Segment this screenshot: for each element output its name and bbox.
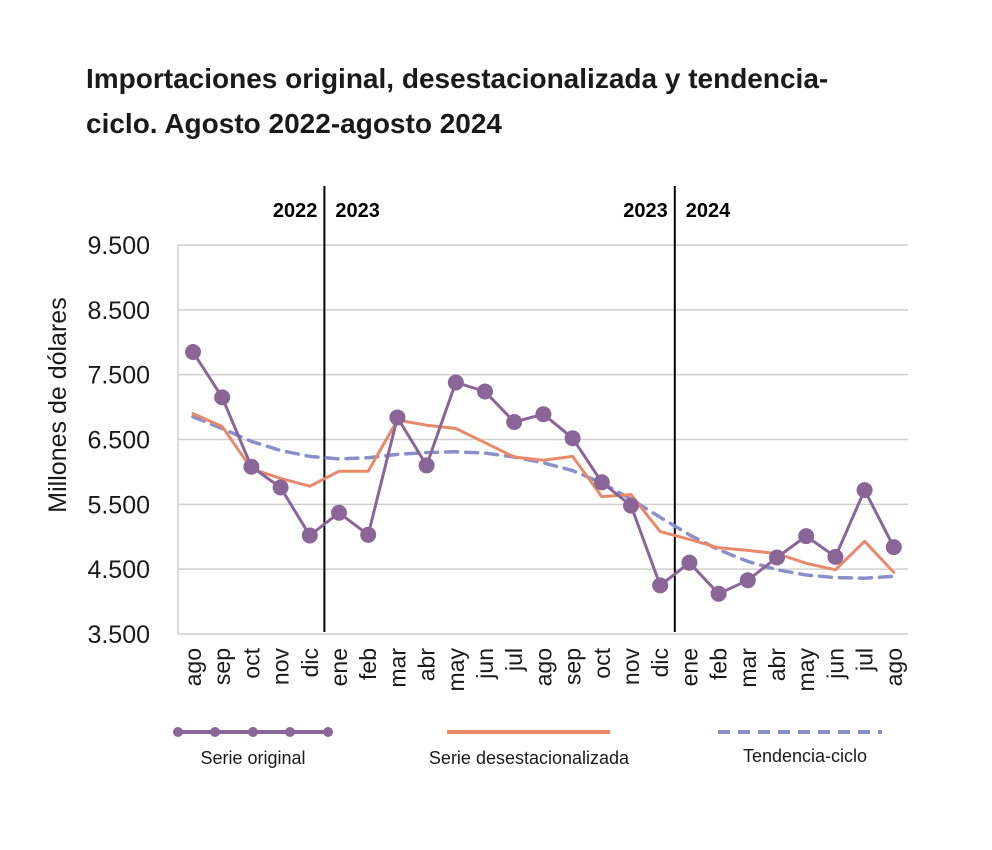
x-tick-label: feb <box>355 648 381 680</box>
year-label-right: 2024 <box>686 200 731 222</box>
data-point <box>535 406 552 423</box>
year-label-left: 2023 <box>623 200 668 222</box>
x-tick-label: sep <box>560 648 586 685</box>
x-tick-label: sep <box>209 648 235 685</box>
data-point <box>856 482 873 499</box>
x-axis: ago sep oct nov dic ene feb mar abr may jun jul ago s… <box>180 647 907 691</box>
data-point <box>331 504 347 521</box>
year-label-left: 2022 <box>273 200 318 222</box>
data-point <box>447 374 464 391</box>
x-tick-label: ago <box>881 648 907 686</box>
data-point <box>885 539 902 556</box>
y-tick-label: 3.500 <box>87 621 150 649</box>
legend-marker <box>248 727 258 737</box>
y-tick-label: 8.500 <box>87 297 150 325</box>
x-tick-label: jun <box>472 648 498 680</box>
x-tick-label: jul <box>852 648 878 672</box>
data-point <box>652 577 669 594</box>
y-tick-label: 5.500 <box>87 491 150 519</box>
x-tick-label: mar <box>384 648 410 688</box>
series-line-2 <box>191 415 896 580</box>
data-point <box>272 479 289 496</box>
series-lines <box>185 343 902 602</box>
y-tick-label: 6.500 <box>87 427 150 455</box>
data-point <box>623 497 639 514</box>
data-point <box>593 474 610 491</box>
data-point <box>214 389 231 406</box>
x-tick-label: feb <box>706 648 732 680</box>
data-point <box>185 343 201 360</box>
x-tick-label: dic <box>647 648 673 677</box>
x-tick-label: oct <box>238 647 264 678</box>
data-point <box>477 383 493 400</box>
x-tick-label: ago <box>180 648 206 686</box>
data-point <box>418 457 435 474</box>
gridlines <box>177 244 908 635</box>
x-tick-label: dic <box>297 648 323 677</box>
legend-marker <box>285 727 295 737</box>
y-tick-label: 7.500 <box>87 362 150 390</box>
data-point <box>710 585 727 602</box>
legend-marker <box>210 727 220 737</box>
x-tick-label: may <box>443 648 469 692</box>
data-point <box>769 549 785 566</box>
legend-label-desestacionalizada: Serie desestacionalizada <box>429 748 630 768</box>
data-point <box>506 413 523 430</box>
x-tick-label: abr <box>414 648 440 682</box>
year-label-right: 2023 <box>335 200 380 222</box>
x-tick-label: nov <box>268 648 294 686</box>
data-point <box>564 430 581 447</box>
legend-label-tendencia: Tendencia-ciclo <box>743 746 867 766</box>
year-dividers: 2022 2023 2023 2024 <box>273 186 731 632</box>
data-point <box>798 528 815 545</box>
x-tick-label: ene <box>676 648 702 686</box>
legend: Serie original Serie desestacionalizada Te… <box>173 727 882 768</box>
x-tick-label: abr <box>764 648 790 682</box>
y-axis: 3.500 4.500 5.500 6.500 7.500 8.500 9.500 <box>87 232 150 649</box>
legend-marker <box>323 727 333 737</box>
legend-marker <box>173 727 183 737</box>
data-point <box>389 409 406 426</box>
data-point <box>739 572 756 589</box>
y-tick-label: 4.500 <box>87 556 150 584</box>
data-point <box>243 458 260 475</box>
x-tick-label: jun <box>822 648 848 680</box>
data-point <box>301 527 318 544</box>
x-tick-label: ene <box>326 648 352 686</box>
x-tick-label: jul <box>501 648 527 672</box>
x-tick-label: may <box>793 648 819 692</box>
data-point <box>360 526 377 543</box>
y-axis-label: Millones de dólares <box>44 297 72 512</box>
data-point <box>681 554 698 571</box>
x-tick-label: mar <box>735 648 761 688</box>
data-point <box>827 548 844 565</box>
legend-label-original: Serie original <box>200 748 305 768</box>
x-tick-label: nov <box>618 648 644 686</box>
x-tick-label: oct <box>589 647 615 678</box>
y-tick-label: 9.500 <box>87 232 150 260</box>
x-tick-label: ago <box>530 648 556 686</box>
chart-title: Importaciones original, desestacionaliza… <box>86 63 829 139</box>
